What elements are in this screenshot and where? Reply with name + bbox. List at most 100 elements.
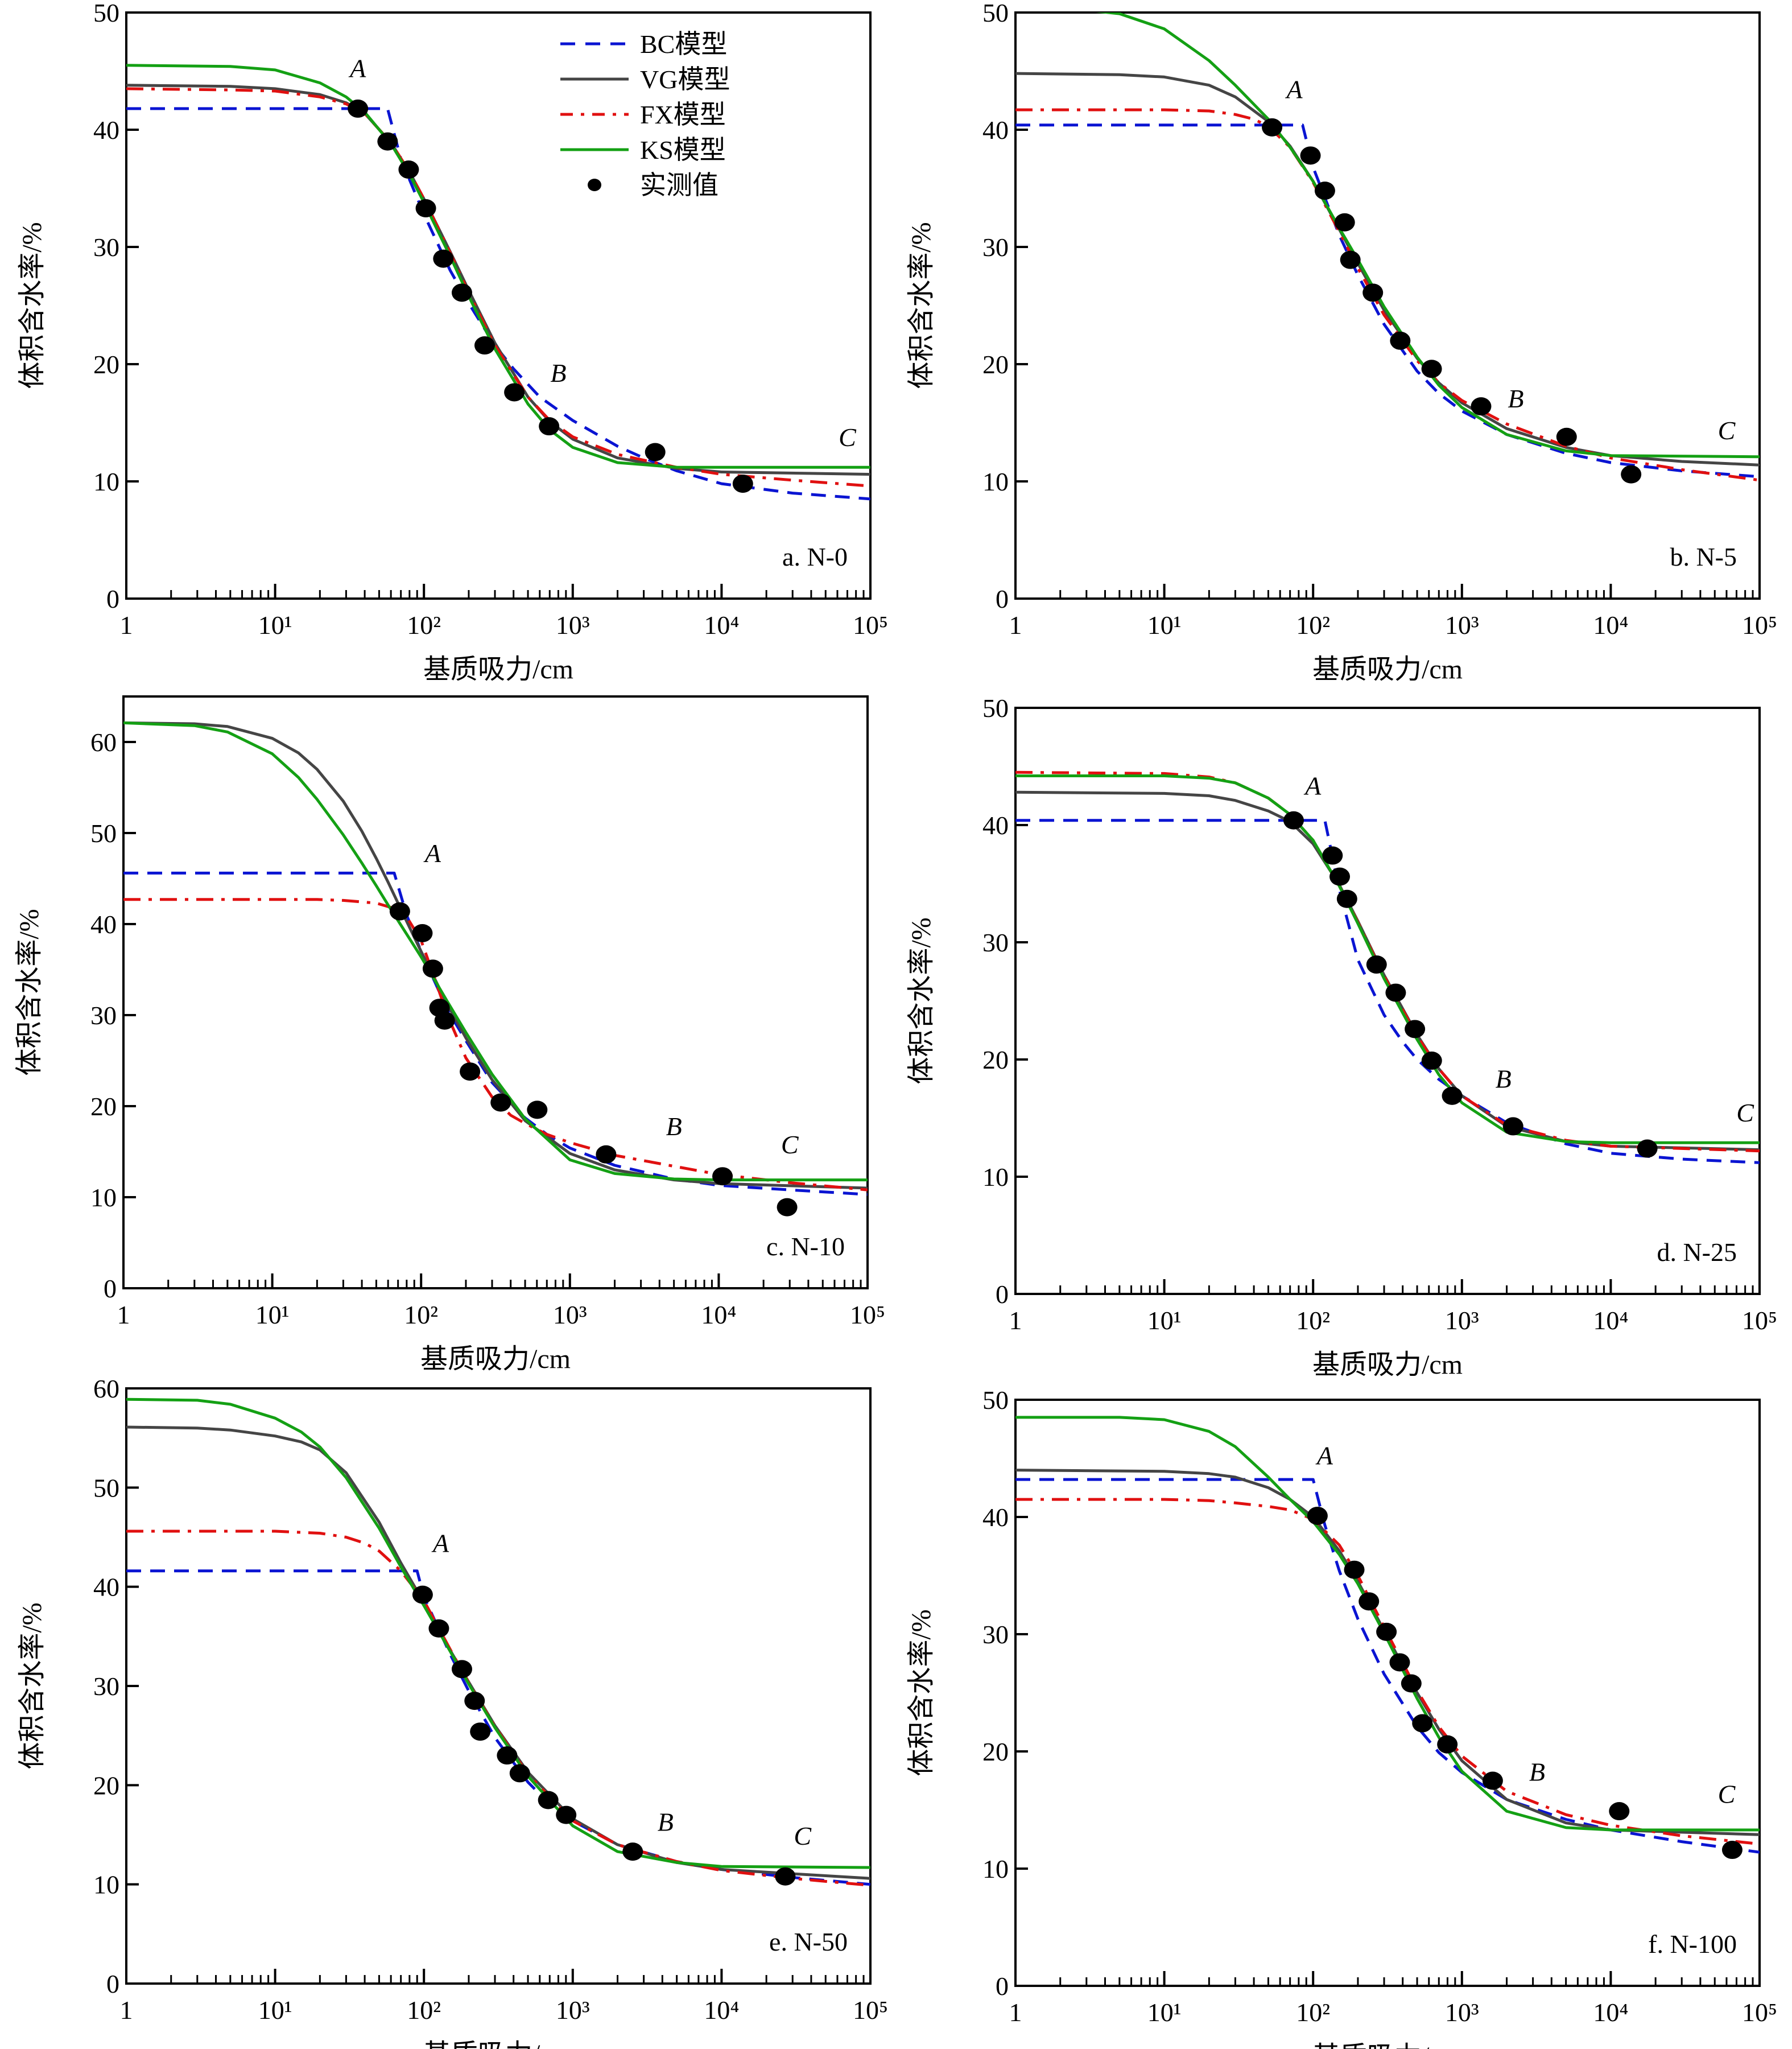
- x-tick-label: 10⁵: [1742, 1998, 1777, 2027]
- observed-point: [1721, 1841, 1743, 1860]
- y-axis-title: 体积含水率/%: [14, 909, 44, 1075]
- observed-point: [732, 475, 753, 493]
- chart-panel-c: 0 10 20 30 40 50 60 1 10¹ 10² 10³ 10⁴ 10⁵ 基质吸力/cm 体积含水…: [14, 695, 885, 1374]
- point-label-b: B: [666, 1112, 682, 1141]
- y-tick-label: 20: [982, 350, 1009, 379]
- x-tick-label: 10⁴: [701, 1300, 736, 1329]
- observed-point: [490, 1093, 511, 1112]
- chart-panel-e: 0 10 20 30 40 50 60 1 10¹ 10² 10³ 10⁴ 10⁵ 基质吸力/cm 体积含水…: [17, 1374, 888, 2049]
- chart-panel-a: 0 10 20 30 40 50 1 10¹ 10² 10³ 10⁴ 10⁵ 基质吸力/cm 体积含水率/…: [17, 0, 888, 685]
- y-tick-label: 20: [93, 1771, 119, 1800]
- observed-point: [645, 443, 666, 461]
- legend-item-obs: 实测值: [588, 171, 719, 200]
- series-line-fx: [1015, 770, 1760, 1153]
- plot-frame: [125, 1387, 872, 1985]
- y-tick-label: 50: [982, 694, 1009, 723]
- series-line-vg: [1015, 1469, 1760, 1836]
- y-tick-label: 40: [982, 811, 1009, 840]
- series-line-bc: [123, 871, 868, 1196]
- observed-point: [434, 1011, 455, 1030]
- point-label-a: A: [348, 53, 366, 83]
- observed-point: [1412, 1714, 1433, 1733]
- observed-point: [1437, 1735, 1458, 1754]
- legend-item-ks: KS模型: [560, 135, 726, 164]
- x-tick-label: 10⁴: [704, 611, 739, 640]
- plot-frame: [1014, 11, 1761, 600]
- point-label-a: A: [1303, 771, 1322, 800]
- y-axis-title: 体积含水率/%: [17, 1602, 47, 1769]
- y-tick-label: 10: [93, 1870, 119, 1899]
- y-tick-label: 0: [106, 1969, 119, 1998]
- observed-point: [433, 249, 454, 268]
- legend-label: KS模型: [640, 135, 726, 164]
- y-tick-label: 40: [982, 1503, 1009, 1532]
- point-label-b: B: [658, 1808, 674, 1837]
- x-axis-title: 基质吸力/cm: [1312, 1350, 1463, 1380]
- x-axis-title: 基质吸力/cm: [423, 654, 573, 685]
- y-tick-label: 50: [982, 1386, 1009, 1415]
- x-tick-label: 10⁵: [853, 611, 888, 640]
- y-tick-label: 40: [93, 1573, 119, 1602]
- x-tick-label: 1: [1009, 1306, 1022, 1335]
- observed-point: [712, 1167, 733, 1186]
- observed-point: [527, 1100, 548, 1119]
- observed-point: [1322, 846, 1343, 865]
- observed-point: [1637, 1139, 1658, 1158]
- y-tick-label: 50: [93, 1473, 119, 1502]
- chart-panel-f: 0 10 20 30 40 50 1 10¹ 10² 10³ 10⁴ 10⁵ 基质吸力/cm 体积含水率/…: [906, 1386, 1777, 2049]
- point-label-b: B: [1508, 384, 1523, 413]
- y-tick-label: 40: [982, 116, 1009, 145]
- series-line-vg: [1015, 790, 1760, 1152]
- plot-area: [1015, 1416, 1760, 1860]
- y-tick-label: 30: [90, 1001, 117, 1030]
- point-label-a: A: [1285, 75, 1303, 104]
- series-line-fx: [123, 898, 868, 1192]
- x-tick-label: 10³: [1445, 1306, 1479, 1335]
- y-tick-label: 20: [90, 1092, 117, 1121]
- x-tick-label: 1: [120, 611, 133, 640]
- series-line-vg: [123, 721, 868, 1190]
- observed-point: [1283, 811, 1304, 830]
- y-tick-label: 40: [90, 910, 117, 939]
- chart-panel-d: 0 10 20 30 40 50 1 10¹ 10² 10³ 10⁴ 10⁵ 基质吸力/cm 体积含水率/…: [906, 694, 1777, 1380]
- y-tick-label: 50: [93, 0, 119, 27]
- y-tick-label: 10: [982, 467, 1009, 496]
- y-tick-label: 50: [90, 819, 117, 848]
- observed-point: [460, 1062, 481, 1081]
- observed-point: [1359, 1592, 1380, 1611]
- y-axis-title: 体积含水率/%: [906, 222, 936, 389]
- point-label-b: B: [550, 358, 566, 387]
- y-tick-label: 60: [93, 1374, 119, 1403]
- x-tick-label: 10⁵: [1742, 611, 1777, 640]
- y-tick-label: 0: [104, 1274, 117, 1303]
- x-tick-label: 10³: [1445, 1998, 1479, 2027]
- observed-point: [1621, 465, 1642, 484]
- observed-point: [539, 417, 560, 436]
- observed-point: [1401, 1674, 1422, 1693]
- series-line-vg: [126, 84, 870, 476]
- legend-item-bc: BC模型: [560, 30, 727, 59]
- y-tick-label: 50: [982, 0, 1009, 27]
- observed-point: [777, 1198, 798, 1217]
- observed-point: [415, 199, 436, 218]
- observed-point: [451, 283, 472, 302]
- y-tick-label: 30: [982, 233, 1009, 262]
- observed-point: [1385, 983, 1406, 1002]
- y-tick-label: 30: [93, 1672, 119, 1701]
- point-label-b: B: [1496, 1064, 1512, 1093]
- series-line-bc: [1015, 1478, 1760, 1854]
- observed-point: [1366, 955, 1387, 974]
- point-label-a: A: [423, 839, 441, 868]
- y-axis-title: 体积含水率/%: [17, 222, 47, 389]
- observed-point: [1262, 118, 1283, 137]
- observed-point: [348, 99, 369, 118]
- observed-point: [1421, 360, 1442, 378]
- observed-point: [422, 959, 443, 978]
- y-tick-label: 30: [93, 233, 119, 262]
- observed-point: [1421, 1052, 1442, 1070]
- legend-marker-icon: [588, 179, 601, 191]
- x-tick-label: 10²: [407, 1996, 441, 2025]
- y-tick-label: 20: [982, 1737, 1009, 1766]
- y-tick-label: 30: [982, 1620, 1009, 1649]
- observed-point: [1300, 146, 1321, 165]
